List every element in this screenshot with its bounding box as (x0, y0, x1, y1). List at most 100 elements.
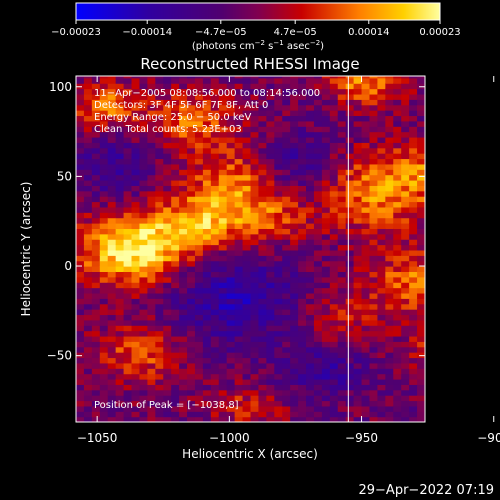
heatmap-cell (76, 368, 85, 375)
heatmap-cell (179, 212, 188, 219)
heatmap-cell (409, 378, 418, 385)
heatmap-cell (321, 88, 331, 95)
heatmap-cell (131, 298, 141, 305)
heatmap-cell (91, 185, 101, 192)
heatmap-cell (210, 174, 220, 181)
heatmap-cell (163, 411, 172, 418)
heatmap-cell (131, 169, 141, 176)
heatmap-cell (329, 83, 339, 90)
heatmap-cell (361, 185, 371, 192)
heatmap-cell (107, 266, 117, 273)
heatmap-cell (91, 287, 101, 294)
heatmap-cell (306, 346, 315, 353)
heatmap-cell (298, 174, 307, 181)
heatmap-cell (250, 276, 260, 283)
heatmap-cell (377, 136, 386, 143)
heatmap-cell (76, 287, 85, 294)
heatmap-cell (155, 357, 164, 364)
heatmap-cell (345, 352, 355, 359)
heatmap-cell (123, 271, 133, 278)
heatmap-cell (171, 223, 180, 229)
heatmap-cell (377, 416, 386, 422)
heatmap-cell (115, 83, 125, 90)
heatmap-cell (202, 341, 212, 348)
heatmap-cell (202, 368, 212, 375)
heatmap-cell (393, 126, 402, 133)
heatmap-cell (329, 201, 339, 208)
heatmap-cell (115, 169, 125, 176)
heatmap-cell (91, 416, 101, 422)
heatmap-cell (202, 287, 212, 294)
heatmap-cell (147, 368, 156, 375)
heatmap-cell (313, 368, 323, 375)
heatmap-cell (417, 368, 425, 375)
heatmap-cell (377, 384, 386, 391)
heatmap-cell (306, 110, 315, 117)
heatmap-cell (321, 76, 331, 79)
heatmap-cell (234, 217, 244, 224)
heatmap-cell (313, 217, 323, 224)
heatmap-cell (393, 352, 402, 359)
heatmap-cell (179, 330, 188, 337)
heatmap-cell (147, 271, 156, 278)
heatmap-cell (115, 335, 125, 342)
heatmap-cell (218, 228, 228, 235)
heatmap-cell (76, 373, 85, 380)
heatmap-cell (250, 77, 260, 84)
heatmap-cell (107, 120, 117, 127)
heatmap-cell (155, 169, 164, 176)
heatmap-cell (385, 174, 394, 181)
heatmap-cell (377, 174, 386, 181)
heatmap-cell (171, 341, 180, 348)
heatmap-cell (306, 378, 315, 385)
heatmap-cell (361, 228, 371, 235)
heatmap-cell (163, 395, 172, 402)
heatmap-cell (282, 287, 291, 294)
heatmap-cell (99, 249, 109, 256)
heatmap-cell (258, 142, 267, 149)
heatmap-cell (115, 373, 125, 380)
heatmap-cell (369, 405, 379, 412)
heatmap-cell (353, 373, 363, 380)
heatmap-cell (210, 309, 220, 316)
heatmap-cell (321, 325, 331, 332)
heatmap-cell (401, 77, 410, 84)
heatmap-cell (91, 110, 101, 117)
heatmap-cell (76, 77, 85, 84)
heatmap-cell (393, 158, 402, 165)
heatmap-cell (91, 411, 101, 418)
heatmap-cell (179, 260, 188, 267)
heatmap-cell (107, 330, 117, 337)
heatmap-cell (266, 244, 275, 251)
heatmap-cell (274, 217, 283, 224)
heatmap-cell (91, 357, 101, 364)
heatmap-cell (258, 335, 267, 342)
heatmap-cell (353, 131, 363, 138)
heatmap-cell (385, 260, 394, 267)
heatmap-cell (202, 292, 212, 299)
heatmap-cell (306, 76, 315, 79)
heatmap-cell (345, 303, 355, 310)
heatmap-cell (274, 115, 283, 122)
heatmap-cell (337, 357, 347, 364)
heatmap-cell (234, 276, 244, 283)
heatmap-cell (187, 147, 196, 154)
heatmap-cell (409, 196, 418, 203)
heatmap-cell (139, 131, 148, 138)
heatmap-cell (321, 217, 331, 224)
heatmap-cell (282, 416, 291, 422)
heatmap-cell (187, 93, 196, 100)
heatmap-cell (250, 185, 260, 192)
heatmap-cell (210, 287, 220, 294)
heatmap-cell (194, 255, 204, 262)
heatmap-cell (409, 395, 418, 402)
heatmap-cell (258, 330, 267, 337)
heatmap-cell (401, 190, 410, 197)
heatmap-cell (234, 174, 244, 181)
heatmap-cell (171, 169, 180, 176)
heatmap-cell (417, 411, 425, 418)
heatmap-cell (401, 158, 410, 165)
heatmap-cell (155, 352, 164, 359)
heatmap-cell (353, 163, 363, 170)
heatmap-cell (91, 249, 101, 256)
